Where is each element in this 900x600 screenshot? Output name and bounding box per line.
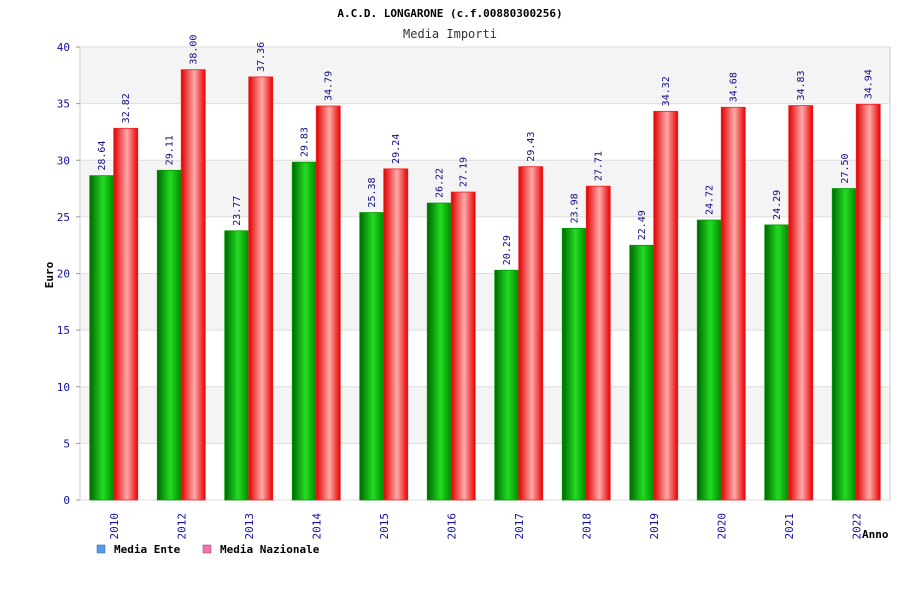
bar-media-ente (224, 230, 250, 501)
data-label-media-nazionale: 27.19 (459, 157, 470, 187)
bar-media-nazionale (585, 185, 611, 501)
grid-band (80, 273, 890, 331)
bar-media-ente (831, 188, 857, 501)
y-tick-label: 10 (57, 381, 70, 394)
bar-media-nazionale (383, 168, 409, 501)
y-tick-label: 5 (63, 437, 70, 450)
bar-media-nazionale (653, 110, 679, 501)
bar-media-ente (764, 224, 790, 501)
bar-media-nazionale (113, 127, 139, 501)
data-label-media-ente: 29.11 (165, 135, 176, 165)
legend: Media Ente Media Nazionale (96, 543, 320, 556)
x-tick-label: 2014 (310, 513, 323, 540)
chart-title: A.C.D. LONGARONE (c.f.00880300256) (337, 7, 562, 20)
y-axis-label: Euro (43, 261, 56, 288)
bar-media-nazionale (855, 103, 881, 501)
data-label-media-ente: 23.77 (232, 196, 243, 226)
data-labels: 28.64 32.82 29.11 38.00 23.77 37.36 29.83 34.79… (97, 35, 875, 266)
legend-swatch-media-nazionale (202, 544, 212, 554)
bar-media-ente (156, 169, 182, 501)
y-tick-label: 15 (57, 324, 70, 337)
x-tick-label: 2022 (850, 513, 863, 540)
x-tick-label: 2016 (445, 513, 458, 540)
data-label-media-nazionale: 29.24 (391, 134, 402, 164)
data-label-media-nazionale: 34.68 (729, 72, 740, 102)
x-tick-label: 2012 (175, 513, 188, 540)
data-label-media-ente: 24.72 (705, 185, 716, 215)
legend-label-media-nazionale: Media Nazionale (220, 543, 320, 556)
data-label-media-nazionale: 27.71 (594, 151, 605, 181)
bar-media-nazionale (720, 106, 746, 501)
data-label-media-nazionale: 34.94 (864, 69, 875, 99)
legend-swatch-media-ente (96, 544, 106, 554)
y-tick-label: 30 (57, 154, 70, 167)
grid-band (80, 160, 890, 217)
data-label-media-nazionale: 38.00 (189, 35, 200, 65)
data-label-media-ente: 29.83 (300, 127, 311, 157)
data-label-media-nazionale: 34.32 (661, 76, 672, 106)
x-axis-label: Anno (862, 528, 889, 541)
bar-media-nazionale (518, 166, 544, 501)
bar-media-ente (629, 244, 655, 501)
x-axis-ticks: 2010 2012 2013 2014 2015 2016 2017 2018 2019 2020… (108, 513, 864, 540)
x-tick-label: 2021 (783, 513, 796, 540)
data-label-media-nazionale: 37.36 (256, 42, 267, 72)
data-label-media-ente: 24.29 (772, 190, 783, 220)
bar-media-ente (561, 228, 587, 501)
x-tick-label: 2010 (108, 513, 121, 540)
bar-media-nazionale (450, 191, 476, 501)
bar-media-nazionale (788, 105, 814, 501)
data-label-media-nazionale: 32.82 (121, 93, 132, 123)
legend-label-media-ente: Media Ente (114, 543, 181, 556)
bar-media-ente (359, 212, 385, 501)
bar-media-nazionale (315, 105, 341, 501)
x-tick-label: 2017 (513, 513, 526, 540)
data-label-media-ente: 20.29 (502, 235, 513, 265)
y-tick-label: 20 (57, 268, 70, 281)
data-label-media-ente: 23.98 (570, 193, 581, 223)
bars (89, 69, 881, 501)
chart-subtitle: Media Importi (403, 27, 497, 41)
data-label-media-nazionale: 34.79 (324, 71, 335, 101)
y-tick-label: 0 (63, 494, 70, 507)
data-label-media-ente: 27.50 (840, 153, 851, 183)
bar-media-ente (291, 161, 317, 501)
y-tick-label: 35 (57, 98, 70, 111)
y-tick-label: 25 (57, 211, 70, 224)
bar-media-ente (426, 202, 452, 501)
data-label-media-nazionale: 34.83 (796, 70, 807, 100)
grid-band (80, 386, 890, 444)
x-tick-label: 2020 (715, 513, 728, 540)
data-label-media-nazionale: 29.43 (526, 132, 537, 162)
x-tick-label: 2018 (580, 513, 593, 540)
y-axis-ticks: 0 5 10 15 20 25 30 35 40 (57, 41, 80, 507)
x-tick-label: 2019 (648, 513, 661, 540)
data-label-media-ente: 25.38 (367, 177, 378, 207)
y-tick-label: 40 (57, 41, 70, 54)
bar-media-ente (89, 175, 115, 501)
data-label-media-ente: 26.22 (435, 168, 446, 198)
grid-band (80, 47, 890, 104)
x-tick-label: 2015 (378, 513, 391, 540)
bar-media-nazionale (248, 76, 274, 501)
x-tick-label: 2013 (243, 513, 256, 540)
bar-media-nazionale (180, 69, 206, 501)
bar-media-ente (696, 219, 722, 501)
grid-lines (80, 46, 890, 501)
data-label-media-ente: 22.49 (637, 210, 648, 240)
bar-media-ente (494, 269, 520, 501)
data-label-media-ente: 28.64 (97, 141, 108, 171)
